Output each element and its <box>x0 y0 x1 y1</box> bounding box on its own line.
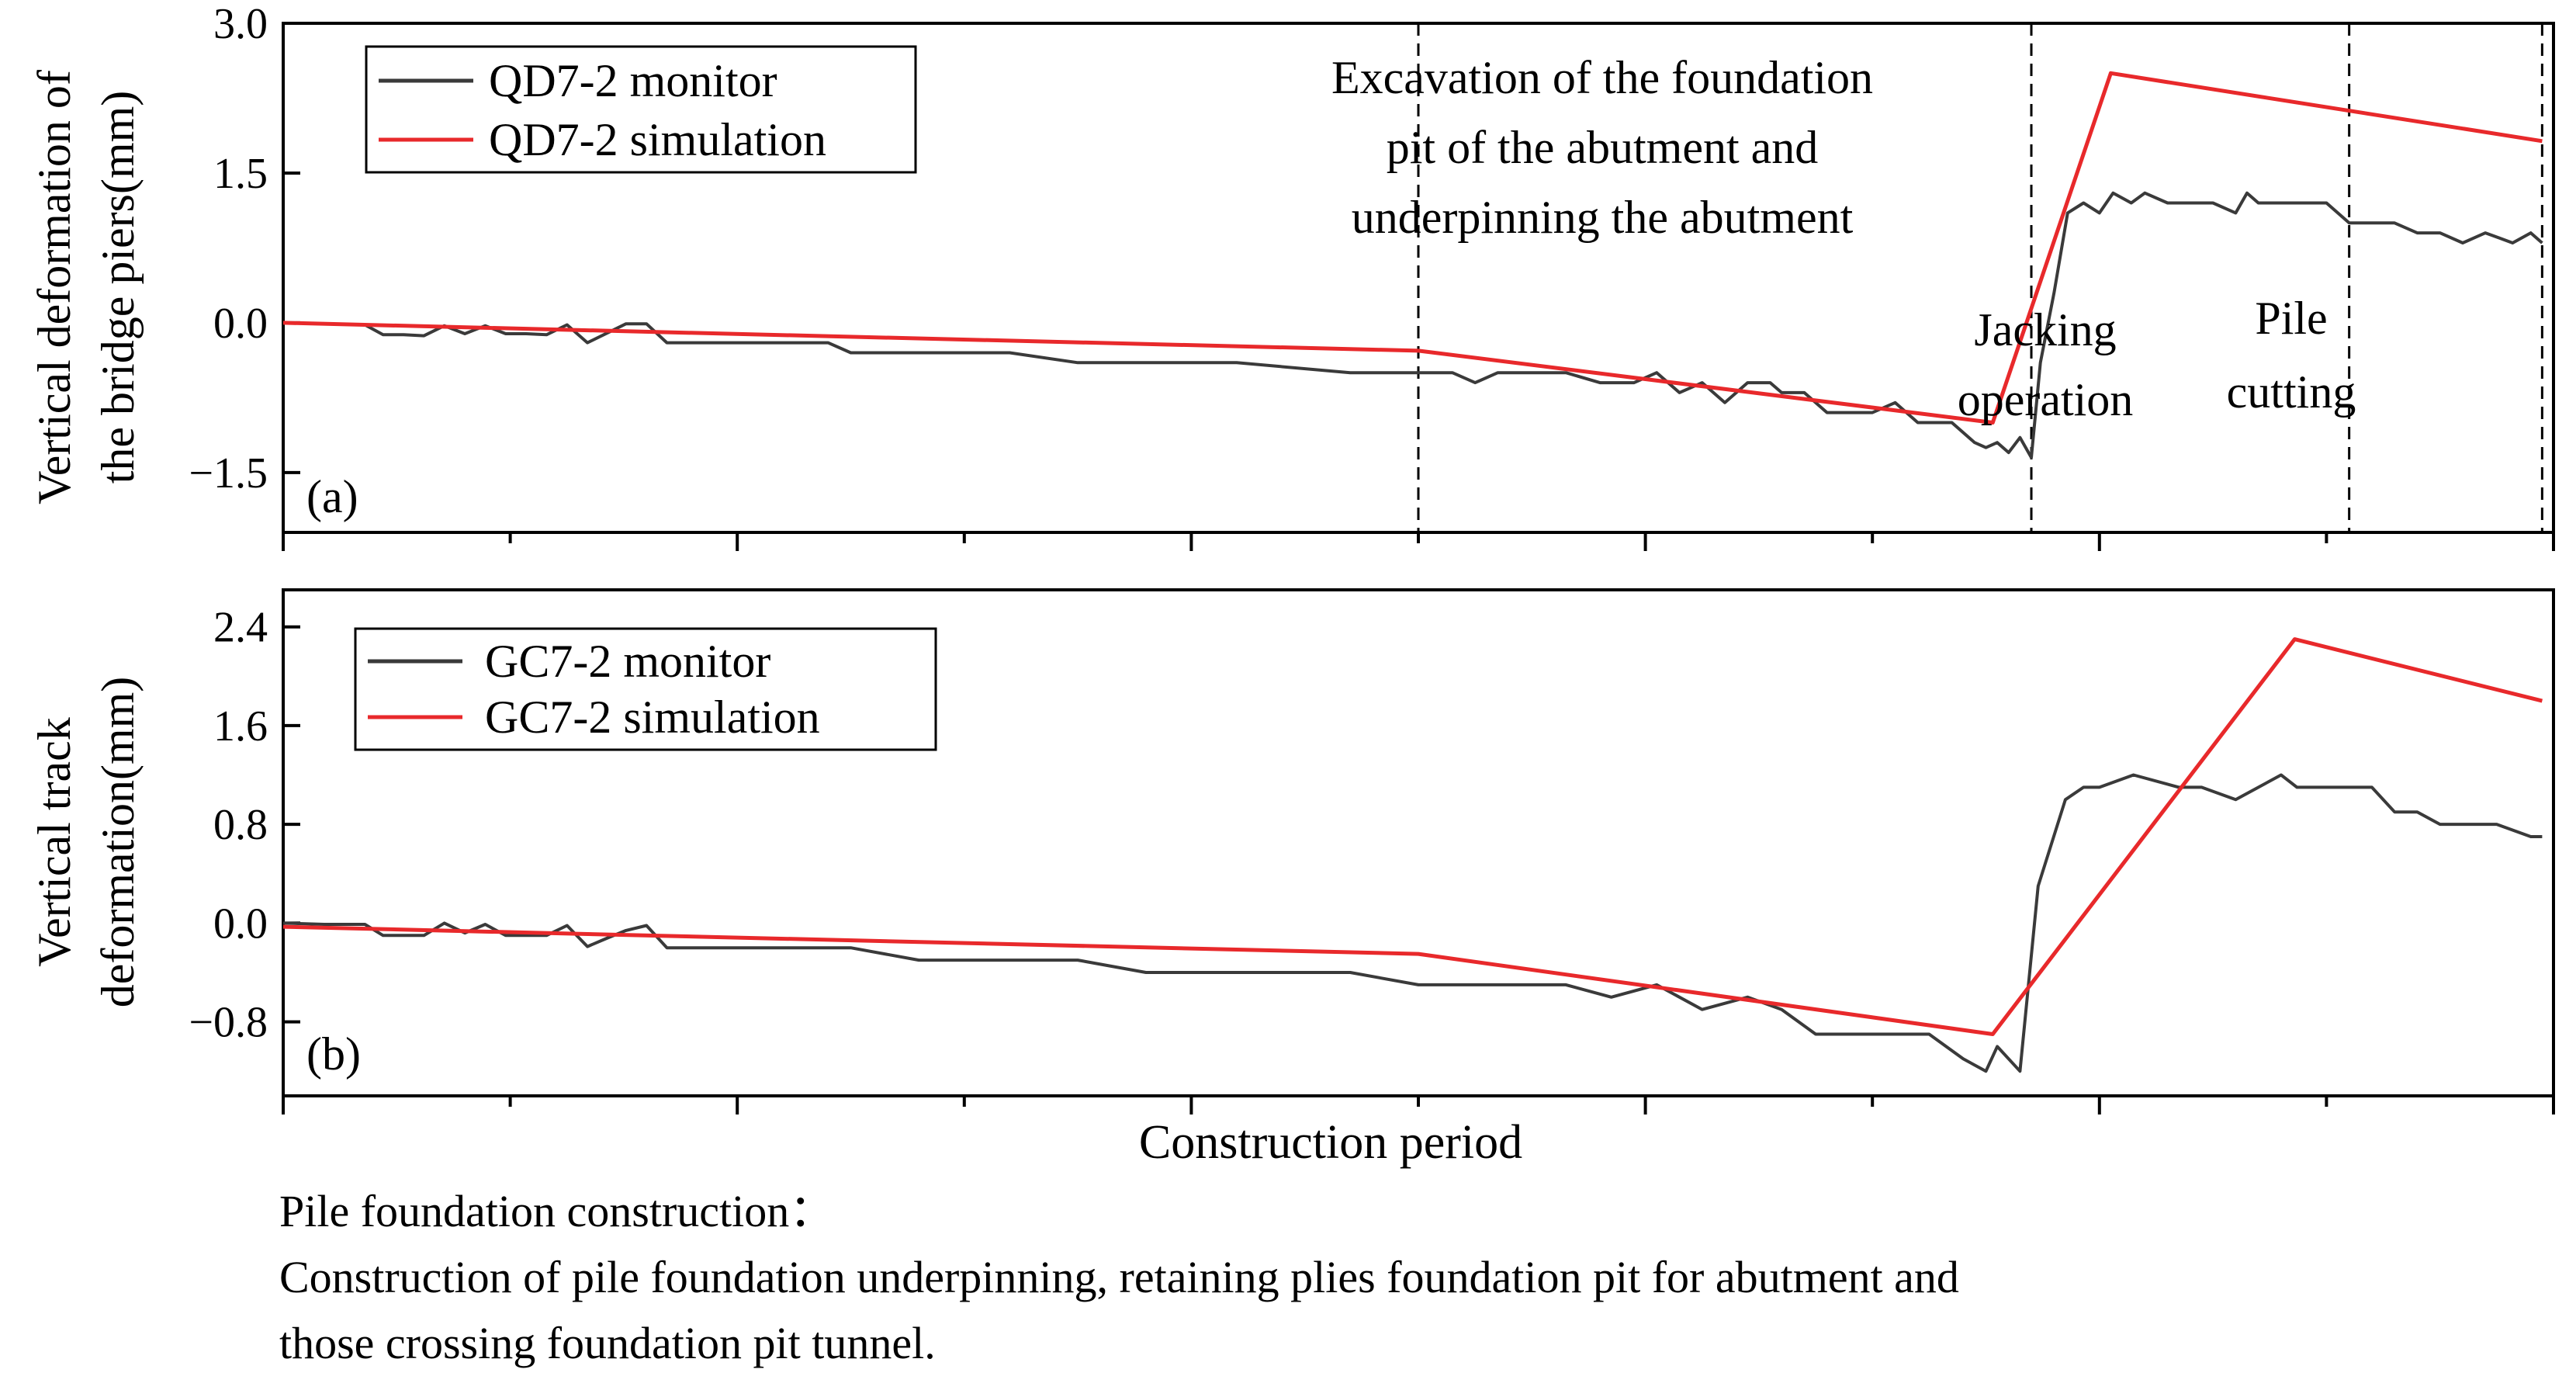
panel-b-ytick-label: 1.6 <box>213 702 268 750</box>
panel-b-ytick-label: 0.0 <box>213 900 268 948</box>
panel-a-ytick-label: 3.0 <box>213 0 268 48</box>
panel-a-ylabel-line2: the bridge piers(mm) <box>92 91 144 484</box>
panel-a-legend-monitor: QD7-2 monitor <box>489 55 777 106</box>
panel-a-y-ticks: 3.0 1.5 0.0 −1.5 <box>189 0 300 497</box>
annotation-excavation-line1: Excavation of the foundation <box>1331 52 1873 103</box>
panel-b-y-ticks: 2.4 1.6 0.8 0.0 −0.8 <box>189 604 300 1047</box>
panel-b-x-ticks <box>282 1096 2555 1114</box>
panel-a-ylabel-line1: Vertical deformation of <box>29 70 80 504</box>
annotation-pile-cutting-line1: Pile <box>2255 293 2327 344</box>
panel-a-legend-simulation: QD7-2 simulation <box>489 114 826 165</box>
panel-a-legend-box <box>365 45 917 174</box>
annotation-pile-cutting-line2: cutting <box>2227 366 2356 418</box>
panel-a-x-ticks <box>282 532 2555 551</box>
panel-a-ytick-label: 0.0 <box>213 300 268 348</box>
caption-line2: Construction of pile foundation underpin… <box>279 1252 1959 1302</box>
panel-b-series-monitor <box>282 773 2543 1073</box>
panel-a-legend: QD7-2 monitor QD7-2 simulation <box>365 45 917 174</box>
annotation-jacking-line1: Jacking <box>1974 304 2116 355</box>
panel-b-ytick-label: −0.8 <box>189 999 268 1047</box>
panel-a: 3.0 1.5 0.0 −1.5 Vertical deformation of th… <box>29 0 2555 551</box>
panel-b: 2.4 1.6 0.8 0.0 −0.8 Vertical track deformat… <box>29 588 2555 1114</box>
annotation-excavation-line3: underpinning the abutment <box>1352 192 1854 243</box>
panel-b-series-simulation <box>282 637 2543 1036</box>
panel-b-series <box>282 637 2543 1073</box>
panel-a-label: (a) <box>306 471 358 522</box>
panel-b-ytick-label: 2.4 <box>213 604 268 652</box>
panel-a-series-simulation <box>282 71 2543 425</box>
panel-b-ylabel-line1: Vertical track <box>29 717 80 966</box>
panel-b-legend-simulation: GC7-2 simulation <box>485 692 820 743</box>
panel-b-legend: GC7-2 monitor GC7-2 simulation <box>354 627 937 751</box>
panel-a-series-monitor <box>282 191 2543 459</box>
panel-b-legend-monitor: GC7-2 monitor <box>485 636 770 687</box>
panel-a-ytick-label: 1.5 <box>213 150 268 198</box>
annotation-excavation-line2: pit of the abutment and <box>1387 122 1819 173</box>
annotation-jacking-line2: operation <box>1958 374 2134 425</box>
panel-a-ytick-label: −1.5 <box>189 449 268 497</box>
panel-b-ylabel-line2: deformation(mm) <box>92 677 144 1008</box>
panel-b-label: (b) <box>306 1028 361 1080</box>
x-axis-title: Construction period <box>1139 1116 1522 1169</box>
caption-line3: those crossing foundation pit tunnel. <box>279 1318 936 1368</box>
panel-b-ytick-label: 0.8 <box>213 801 268 849</box>
panel-b-legend-box <box>354 627 937 751</box>
caption-line1: Pile foundation construction： <box>279 1186 834 1236</box>
panel-a-series <box>282 71 2543 459</box>
